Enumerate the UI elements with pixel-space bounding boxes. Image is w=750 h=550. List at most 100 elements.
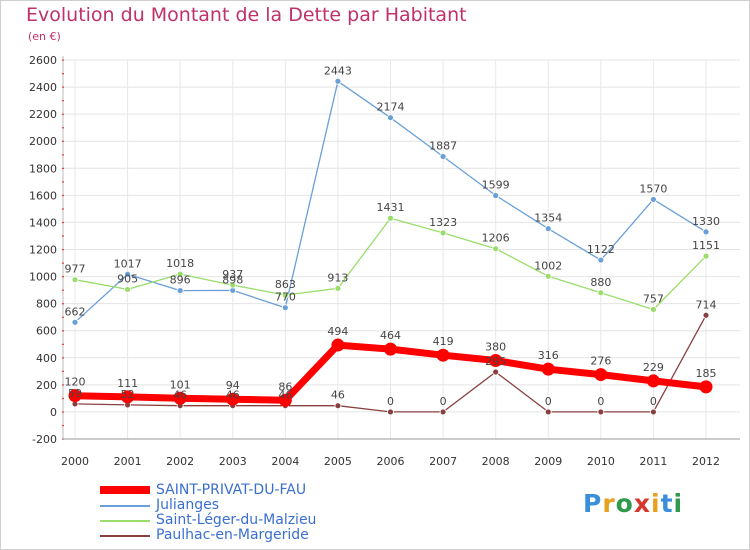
data-point [597, 408, 605, 416]
data-label: 46 [278, 389, 292, 402]
y-tick-label: 2200 [29, 108, 57, 121]
data-point [124, 270, 131, 278]
y-axis-minor-tick [62, 221, 64, 224]
data-label: 1354 [534, 212, 562, 225]
data-label: 185 [696, 367, 717, 380]
y-axis-minor-tick [62, 100, 64, 102]
y-tick-label: 600 [36, 325, 57, 338]
y-tick-label: 800 [36, 298, 57, 311]
data-label: 1151 [692, 239, 720, 252]
data-label: 757 [643, 292, 664, 305]
page-subtitle: (en €) [28, 30, 61, 43]
y-tick-label: 400 [36, 352, 57, 365]
data-label: 276 [590, 355, 611, 368]
y-axis-minor-tick [62, 181, 64, 183]
y-tick-label: 2400 [29, 81, 57, 94]
data-point [71, 276, 79, 284]
logo-letter: x [633, 489, 651, 518]
data-label: 913 [327, 271, 348, 284]
data-label: 46 [331, 389, 345, 402]
data-label: 2174 [377, 101, 405, 114]
data-point [650, 408, 657, 416]
data-point [702, 252, 710, 260]
legend-swatch-julianges [100, 505, 150, 507]
x-tick-label: 2012 [692, 455, 720, 468]
data-label: 977 [65, 263, 86, 276]
data-point [439, 153, 447, 160]
data-label: 1206 [482, 232, 510, 245]
y-axis-minor-tick [62, 262, 64, 264]
data-label: 880 [590, 276, 611, 289]
data-label: 937 [222, 268, 243, 281]
data-label: 662 [65, 305, 86, 318]
logo-letter: r [602, 489, 616, 518]
y-axis-minor-tick [62, 303, 64, 305]
x-tick-label: 2005 [324, 455, 352, 468]
data-point [176, 270, 184, 278]
data-point [334, 402, 342, 410]
x-tick-label: 2004 [271, 455, 299, 468]
data-label: 94 [226, 379, 240, 392]
legend-swatch-paulhac [100, 535, 150, 537]
y-axis-minor-tick [62, 316, 64, 318]
data-label: 380 [485, 340, 506, 353]
data-label: 295 [485, 355, 506, 368]
data-label: 101 [170, 378, 191, 391]
data-label: 1599 [482, 178, 510, 191]
data-point [650, 196, 657, 203]
data-point [544, 272, 552, 280]
data-point [492, 368, 500, 376]
y-axis-minor-tick [62, 384, 64, 386]
data-label: 714 [696, 298, 717, 311]
y-axis-minor-tick [62, 289, 64, 291]
data-label: 2443 [324, 64, 352, 77]
logo-letter: t [660, 489, 674, 518]
data-point [650, 306, 657, 313]
y-axis-minor-tick [62, 113, 64, 115]
data-point [176, 287, 184, 295]
data-label: 0 [545, 395, 552, 408]
page-title: Evolution du Montant de la Dette par Hab… [26, 4, 467, 26]
data-point [229, 281, 237, 289]
data-point [492, 245, 500, 253]
y-axis-minor-tick [62, 397, 64, 400]
x-tick-label: 2011 [639, 455, 667, 468]
data-label: 0 [440, 395, 447, 408]
x-tick-label: 2003 [219, 455, 247, 468]
data-label: 46 [173, 389, 187, 402]
y-axis-minor-tick [62, 343, 64, 345]
data-point [334, 284, 342, 292]
data-point [281, 291, 289, 299]
data-point [699, 380, 713, 394]
y-tick-label: 1200 [29, 244, 57, 257]
x-tick-label: 2006 [377, 455, 405, 468]
y-axis-minor-tick [62, 235, 64, 237]
data-point [68, 389, 82, 403]
data-point [597, 256, 605, 264]
data-label: 1323 [429, 216, 457, 229]
y-axis-minor-tick [62, 411, 64, 413]
data-label: 52 [121, 388, 135, 401]
data-label: 86 [278, 380, 292, 393]
y-axis-minor-tick [62, 140, 64, 142]
data-label: 316 [538, 349, 559, 362]
data-label: 111 [117, 377, 138, 390]
y-axis-minor-tick [62, 249, 64, 251]
x-tick-label: 2008 [482, 455, 510, 468]
data-label: 419 [433, 335, 454, 348]
data-label: 0 [387, 395, 394, 408]
y-axis-minor-tick [62, 86, 64, 88]
data-point [278, 393, 292, 407]
data-label: 229 [643, 361, 664, 374]
data-point [331, 338, 345, 352]
data-point [387, 408, 394, 416]
y-tick-label: -200 [32, 433, 57, 446]
data-label: 120 [65, 376, 86, 389]
legend-label-saint-leger: Saint-Léger-du-Malzieu [156, 512, 317, 528]
y-axis-minor-tick [62, 276, 64, 278]
data-label: 896 [170, 274, 191, 287]
y-axis-minor-tick [62, 194, 64, 197]
data-point [597, 289, 605, 297]
data-point [489, 353, 503, 367]
legend-label-paulhac: Paulhac-en-Margeride [156, 527, 309, 543]
